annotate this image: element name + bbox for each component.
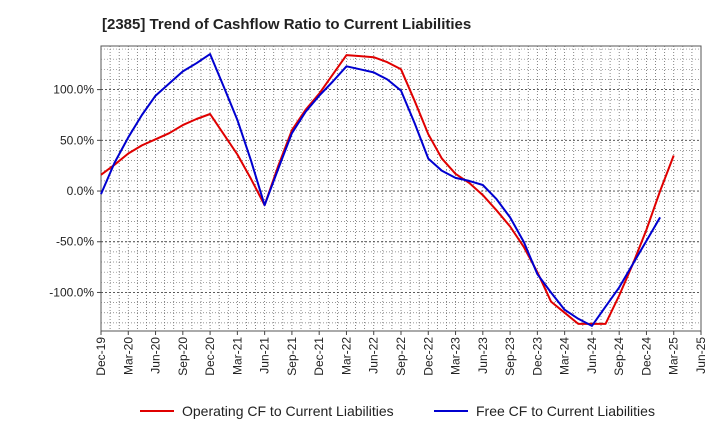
series-line-free-cf	[100, 53, 661, 327]
x-tick-label: Sep-21	[285, 337, 299, 376]
x-tick-label: Sep-22	[394, 337, 408, 376]
x-tick-label: Sep-20	[176, 337, 190, 376]
x-tick-label: Jun-22	[367, 337, 381, 374]
y-tick-label: -100.0%	[49, 285, 94, 299]
x-tick-label: Mar-20	[121, 337, 135, 375]
legend-label-operating-cf: Operating CF to Current Liabilities	[182, 403, 394, 419]
series-lines	[100, 53, 675, 327]
x-tick-label: Dec-23	[530, 337, 544, 376]
legend-swatch-free-cf	[434, 410, 468, 412]
chart-title: [2385] Trend of Cashflow Ratio to Curren…	[102, 16, 472, 33]
x-tick-label: Sep-24	[612, 337, 626, 376]
x-tick-label: Jun-20	[149, 337, 163, 374]
x-tick-label: Jun-21	[258, 337, 272, 374]
x-tick-label: Mar-25	[667, 337, 681, 375]
legend: Operating CF to Current Liabilities Free…	[0, 403, 720, 427]
legend-item-operating-cf: Operating CF to Current Liabilities	[140, 403, 394, 419]
x-tick-label: Mar-24	[558, 337, 572, 375]
series-line-operating-cf	[100, 54, 675, 325]
legend-label-free-cf: Free CF to Current Liabilities	[476, 403, 655, 419]
legend-swatch-operating-cf	[140, 410, 174, 412]
y-tick-label: 100.0%	[53, 83, 94, 97]
y-tick-label: 50.0%	[60, 133, 94, 147]
x-tick-label: Mar-23	[449, 337, 463, 375]
x-tick-label: Dec-24	[639, 337, 653, 376]
x-tick-label: Jun-25	[694, 337, 708, 374]
x-tick-label: Dec-20	[203, 337, 217, 376]
x-tick-label: Sep-23	[503, 337, 517, 376]
x-tick-label: Jun-24	[585, 337, 599, 374]
x-tick-label: Mar-21	[230, 337, 244, 375]
y-axis-ticks: 100.0% 50.0% 0.0% -50.0% -100.0%	[49, 83, 101, 299]
x-tick-label: Dec-22	[421, 337, 435, 376]
legend-item-free-cf: Free CF to Current Liabilities	[434, 403, 655, 419]
x-axis-ticks: Dec-19 Mar-20 Jun-20 Sep-20 Dec-20 Mar-21 Jun-…	[94, 331, 708, 376]
y-tick-label: 0.0%	[67, 184, 95, 198]
y-tick-label: -50.0%	[56, 235, 94, 249]
x-tick-label: Mar-22	[339, 337, 353, 375]
grid-vertical	[109, 46, 693, 331]
x-tick-label: Jun-23	[476, 337, 490, 374]
x-tick-label: Dec-19	[94, 337, 108, 376]
x-tick-label: Dec-21	[312, 337, 326, 376]
